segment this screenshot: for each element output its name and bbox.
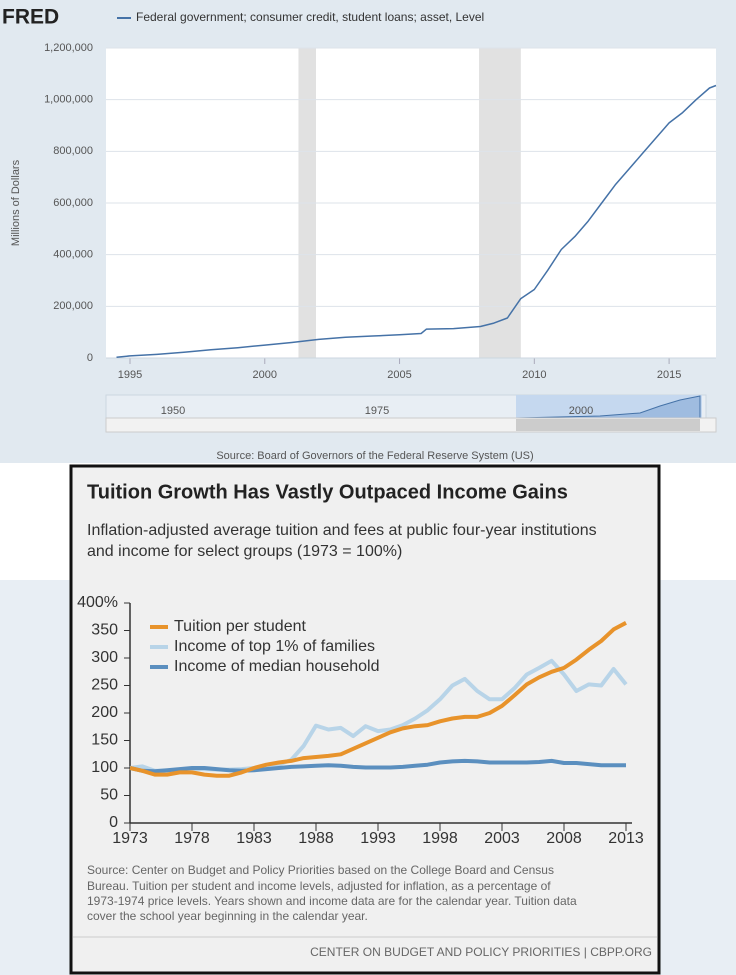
y-tick-label: 200,000 — [53, 300, 93, 312]
x-tick-label: 2000 — [253, 369, 277, 381]
y-tick-label: 250 — [91, 677, 118, 694]
x-tick-label: 1973 — [112, 830, 148, 847]
y-tick-label: 400% — [77, 594, 118, 611]
logo: FRED — [2, 6, 59, 29]
x-tick-label: 2013 — [608, 830, 644, 847]
y-tick-label: 1,200,000 — [44, 42, 93, 54]
navigator-label: 2000 — [569, 405, 593, 417]
x-tick-label: 2005 — [387, 369, 411, 381]
navigator-label: 1975 — [365, 405, 389, 417]
y-tick-label: 1,000,000 — [44, 94, 93, 106]
series-line — [129, 621, 627, 778]
source: Source: Center on Budget and Policy Prio… — [87, 863, 554, 877]
x-tick-label: 2008 — [546, 830, 582, 847]
x-tick-label: 2003 — [484, 830, 520, 847]
y-tick-label: 600,000 — [53, 197, 93, 209]
series-line — [129, 758, 626, 774]
side-strip — [660, 580, 736, 975]
y-tick-label: 350 — [91, 622, 118, 639]
source: cover the school year beginning in the c… — [87, 909, 368, 923]
subtitle: and income for select groups (1973 = 100… — [87, 543, 402, 560]
cbpp-frame — [69, 464, 661, 975]
source: Bureau. Tuition per student and income l… — [87, 879, 551, 893]
chart-title: Tuition Growth Has Vastly Outpaced Incom… — [87, 481, 568, 503]
x-tick-label: 1995 — [118, 369, 142, 381]
source: 1973-1974 price levels. Years shown and … — [87, 894, 577, 908]
x-tick-label: 1998 — [422, 830, 458, 847]
y-tick-label: 800,000 — [53, 145, 93, 157]
legend-label: Income of median household — [174, 658, 379, 675]
footer: CENTER ON BUDGET AND POLICY PRIORITIES |… — [310, 945, 652, 959]
x-tick-label: 2010 — [522, 369, 546, 381]
legend-label: Income of top 1% of families — [174, 638, 375, 655]
y-tick-label: 400,000 — [53, 249, 93, 261]
source: Source: Board of Governors of the Federa… — [216, 450, 533, 462]
x-tick-label: 1983 — [236, 830, 272, 847]
x-tick-label: 1988 — [298, 830, 334, 847]
y-tick-label: 200 — [91, 704, 118, 721]
legend-label: Tuition per student — [174, 618, 306, 635]
navigator-series — [515, 395, 701, 419]
x-tick-label: 1993 — [360, 830, 396, 847]
x-tick-label: 1978 — [174, 830, 210, 847]
x-tick-label: 2015 — [657, 369, 681, 381]
y-tick-label: 300 — [91, 649, 118, 666]
navigator-label: 1950 — [161, 405, 185, 417]
y-tick-label: 50 — [100, 787, 118, 804]
legend-label: Federal government; consumer credit, stu… — [136, 10, 484, 24]
y-axis-label: Millions of Dollars — [10, 159, 22, 246]
subtitle: Inflation-adjusted average tuition and f… — [87, 522, 597, 539]
y-tick-label: 150 — [91, 732, 118, 749]
series-line — [116, 84, 717, 358]
scrollbar-thumb[interactable] — [516, 419, 700, 431]
side-strip — [0, 580, 70, 975]
y-tick-label: 0 — [87, 352, 93, 364]
y-tick-label: 0 — [109, 814, 118, 831]
y-tick-label: 100 — [91, 759, 118, 776]
